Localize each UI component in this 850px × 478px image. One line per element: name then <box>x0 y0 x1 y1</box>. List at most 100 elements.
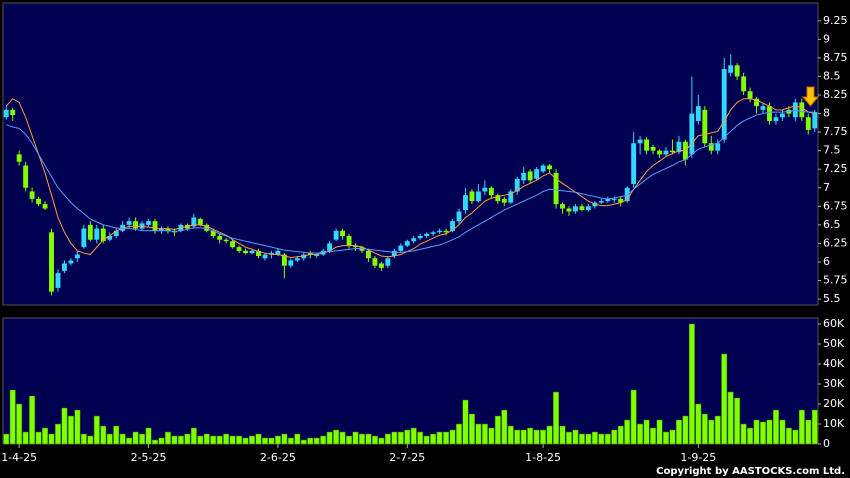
volume-bar <box>229 435 236 445</box>
volume-bar <box>436 431 443 445</box>
volume-bar <box>300 439 307 445</box>
volume-bar <box>572 429 579 445</box>
y-tick-label: 7 <box>823 181 830 194</box>
volume-bar <box>430 433 437 445</box>
y-tick-label: 5.5 <box>823 292 841 305</box>
volume-bar <box>578 433 585 445</box>
volume-bar <box>22 431 29 445</box>
volume-bar <box>9 389 16 445</box>
y-tick-label: 6.5 <box>823 218 841 231</box>
volume-bar <box>210 435 217 445</box>
candle-body <box>721 69 727 140</box>
candle-body <box>230 241 236 248</box>
volume-bar <box>624 419 631 445</box>
candle-body <box>708 143 714 151</box>
candle-body <box>812 112 818 129</box>
candle-body <box>49 232 54 292</box>
price-panel <box>2 2 819 306</box>
candle-body <box>61 263 67 271</box>
y-tick-label: 7.25 <box>823 162 848 175</box>
candle-body <box>165 228 171 231</box>
volume-bar <box>585 433 592 445</box>
candle-body <box>560 204 565 209</box>
volume-bar <box>475 423 482 445</box>
x-tick-label: 2-5-25 <box>131 451 167 464</box>
candle-body <box>508 191 514 203</box>
candle-body <box>391 250 397 257</box>
candle-body <box>243 250 249 254</box>
candle-body <box>501 198 507 203</box>
candle-body <box>365 250 371 259</box>
volume-bar <box>527 427 534 445</box>
volume-bar <box>261 437 268 445</box>
candle-body <box>191 217 197 227</box>
candle-body <box>152 221 158 231</box>
volume-bar <box>242 437 249 445</box>
volume-bar <box>591 431 598 445</box>
copyright: Copyright by AASTOCKS.com Ltd. <box>656 466 845 477</box>
candle-body <box>197 218 203 225</box>
volume-bar <box>656 419 663 445</box>
volume-bar <box>675 419 682 445</box>
candle-body <box>534 169 540 179</box>
volume-bar <box>540 429 547 445</box>
volume-bar <box>190 427 197 445</box>
volume-bar <box>352 431 359 445</box>
y-tick-label: 10K <box>823 417 845 430</box>
candle-body <box>644 139 650 151</box>
candle-body <box>113 230 119 236</box>
volume-bar <box>145 427 152 445</box>
candle-body <box>767 106 772 121</box>
candle-body <box>217 235 223 240</box>
y-tick-label: 8.25 <box>823 88 848 101</box>
volume-bar <box>320 435 327 445</box>
volume-bar <box>533 429 540 445</box>
volume-bar <box>255 433 262 445</box>
candle-body <box>159 228 164 231</box>
volume-bar <box>410 427 417 445</box>
candle-body <box>307 253 313 255</box>
volume-bar <box>307 437 314 445</box>
volume-bar <box>559 425 566 445</box>
candle-body <box>81 228 87 248</box>
volume-bar <box>313 437 320 445</box>
volume-bar <box>339 431 346 445</box>
volume-bar <box>35 431 42 445</box>
volume-bar <box>669 429 676 445</box>
candle-body <box>3 109 9 118</box>
volume-bar <box>811 409 818 445</box>
volume-bar <box>501 409 508 445</box>
candle-body <box>747 91 753 99</box>
volume-bar <box>177 435 184 445</box>
volume-bar <box>80 433 87 445</box>
volume-bar <box>779 419 786 445</box>
volume-bar <box>365 433 372 445</box>
candle-body <box>618 198 624 203</box>
volume-bar <box>326 431 333 445</box>
volume-bar <box>126 437 133 445</box>
candle-body <box>495 195 501 202</box>
volume-bar <box>223 433 230 445</box>
moving-average-line <box>6 110 815 254</box>
candle-body <box>288 260 294 266</box>
candle-body <box>249 250 255 254</box>
volume-bar <box>423 435 430 445</box>
candle-body <box>55 273 61 288</box>
candle-body <box>256 250 261 257</box>
volume-bar <box>792 429 799 445</box>
volume-bar <box>520 429 527 445</box>
volume-panel <box>2 317 819 445</box>
candle-body <box>657 150 662 155</box>
volume-bar <box>417 431 424 445</box>
volume-bar <box>637 423 644 445</box>
candle-body <box>94 228 100 240</box>
candle-body <box>715 143 721 151</box>
candle-body <box>553 172 559 205</box>
volume-bar <box>785 427 792 445</box>
candle-body <box>294 258 300 261</box>
candle-body <box>385 258 391 266</box>
volume-bar <box>359 433 365 445</box>
moving-average-line <box>5 98 815 259</box>
y-tick-label: 5.75 <box>823 274 848 287</box>
volume-bar <box>333 429 340 445</box>
